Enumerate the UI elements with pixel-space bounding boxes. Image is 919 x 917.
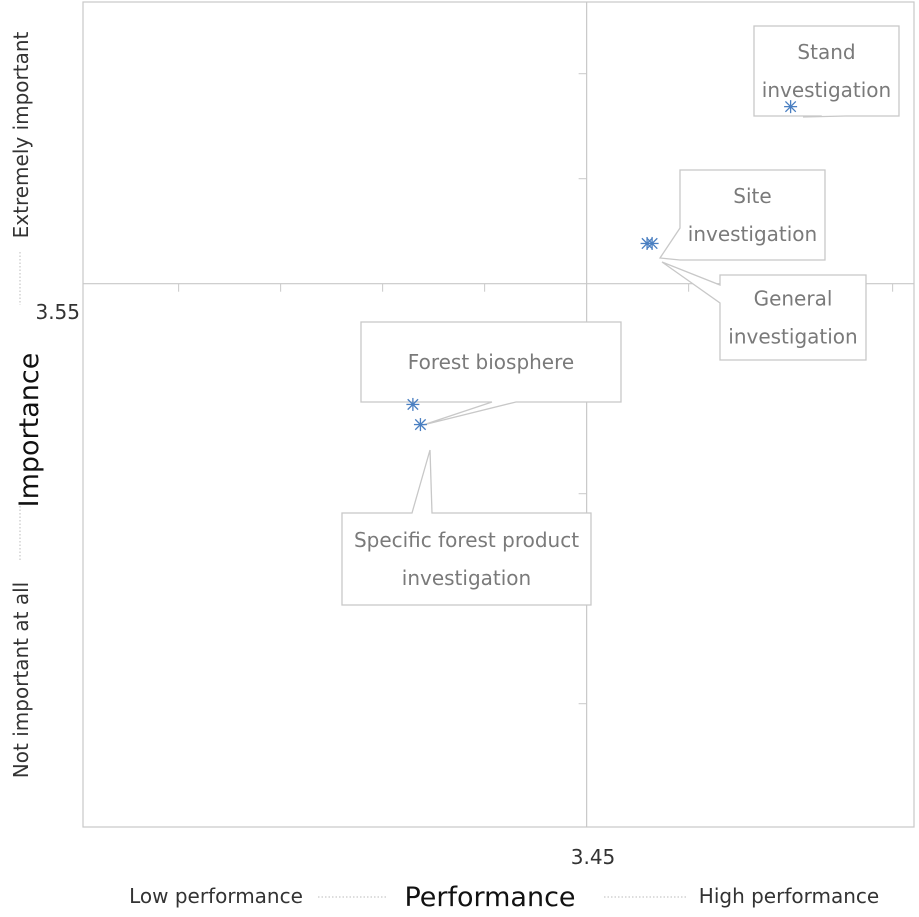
x-axis-low-label: Low performance [129, 884, 303, 908]
y-reference-tick-label: 3.55 [35, 300, 80, 324]
data-point-specific-forest-product-investigation [414, 418, 427, 431]
callout-label-specific-forest-product-investigation: Specific forest product [354, 528, 579, 552]
callout-box-forest-biosphere [360, 321, 622, 426]
callout-box-general-investigation [661, 261, 867, 361]
callout-label-stand-investigation: investigation [762, 78, 891, 102]
plot-frame [82, 1, 915, 828]
callout-label-site-investigation: Site [733, 184, 771, 208]
y-axis-title: Importance [14, 353, 45, 508]
callout-label-forest-biosphere: Forest biosphere [408, 350, 574, 374]
y-axis-high-label: Extremely important [9, 31, 33, 238]
x-axis-high-label: High performance [699, 884, 879, 908]
callout-label-general-investigation: investigation [728, 325, 857, 349]
plot-layer: Stand investigation Site investigation Gener… [83, 2, 914, 827]
data-point-stand-investigation [784, 100, 797, 113]
x-axis-title: Performance [404, 882, 575, 913]
x-reference-tick-label: 3.45 [571, 845, 616, 869]
callout-box-stand-investigation [753, 25, 900, 118]
data-point-general-investigation [646, 237, 658, 250]
callout-box-site-investigation [658, 169, 826, 261]
callout-label-general-investigation: General [754, 287, 833, 311]
callout-label-site-investigation: investigation [688, 222, 817, 246]
callout-label-stand-investigation: Stand [797, 40, 855, 64]
callout-label-specific-forest-product-investigation: investigation [402, 566, 531, 590]
data-point-forest-biosphere [407, 398, 419, 411]
callout-box-specific-forest-product-investigation [341, 449, 592, 606]
y-axis-low-label: Not important at all [9, 582, 33, 778]
